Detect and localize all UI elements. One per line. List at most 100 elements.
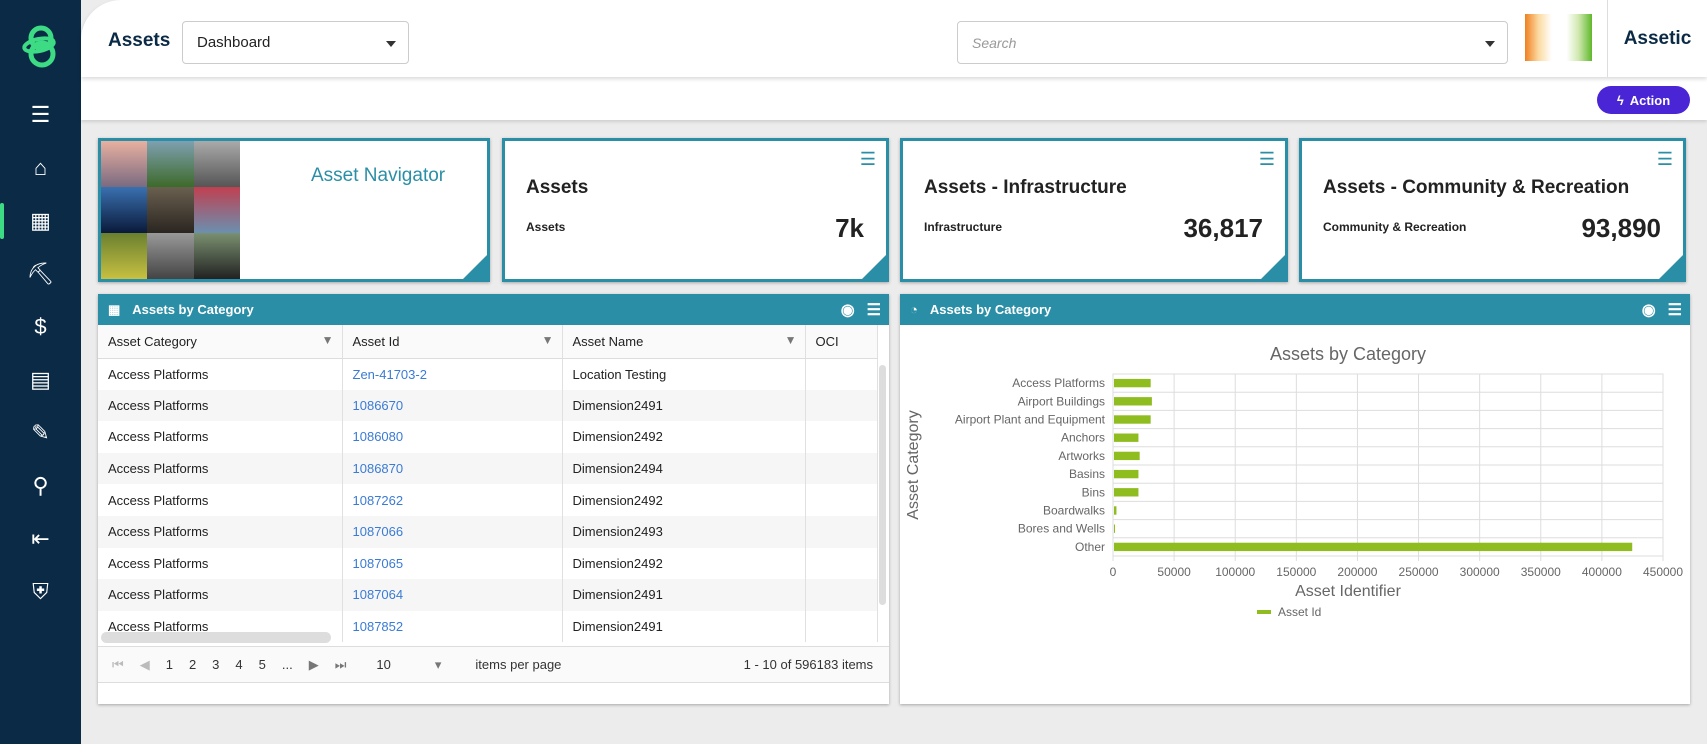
table-row[interactable]: Access Platforms 1086870 Dimension2494 [98,452,878,485]
card-subtitle: Assets [526,220,566,234]
filter-icon[interactable]: ▼ [784,333,797,347]
eye-icon[interactable]: ◉ [1641,302,1656,319]
asset-id-link[interactable]: 1087065 [352,555,404,571]
table-cell: Access Platforms [98,515,343,548]
hamburger-icon[interactable]: ☰ [1656,149,1673,169]
first-page-icon[interactable]: ⏮ [112,656,124,672]
search-input[interactable]: Search [957,21,1508,64]
column-header[interactable]: Asset Category ▼ [98,325,343,359]
x-tick-label: 450000 [1643,565,1683,579]
x-tick-label: 150000 [1276,565,1316,579]
asset-id-link[interactable]: 1086870 [352,461,404,477]
table-row[interactable]: Access Platforms 1086080 Dimension2492 [98,421,878,453]
table-row[interactable]: Access Platforms 1087065 Dimension2492 [98,547,878,580]
column-header[interactable]: Asset Name ▼ [562,325,806,359]
corner-decoration [1261,255,1285,279]
table-row[interactable]: Access Platforms 1087066 Dimension2493 [98,515,878,548]
column-header[interactable]: Asset Id ▼ [342,325,563,359]
table-cell [805,610,878,643]
asset-id-link[interactable]: 1086080 [352,429,404,445]
pie-chart-icon: ◔ [910,302,918,317]
eye-icon[interactable]: ◉ [840,302,855,319]
action-label: Action [1629,92,1671,108]
page-link[interactable]: 1 [165,657,173,672]
search-icon[interactable]: ⚲ [32,473,49,498]
x-tick-label: 250000 [1399,565,1439,579]
table-row[interactable]: Access Platforms 1086670 Dimension2491 [98,389,878,422]
table-cell [805,579,878,611]
prev-page-icon[interactable]: ◀ [139,656,150,672]
y-axis-title: Asset Category [905,410,922,519]
table-cell: 1087065 [342,547,563,580]
asset-id-link[interactable]: 1087064 [352,587,404,603]
horizontal-scrollbar[interactable] [101,632,331,643]
bar [1114,397,1152,406]
table-cell: 1087852 [342,610,563,643]
lightning-icon: ϟ [1616,92,1624,108]
edit-clipboard-icon[interactable]: ✎ [31,420,50,445]
action-button[interactable]: ϟ Action [1597,86,1690,114]
y-tick-label: Airport Plant and Equipment [955,413,1106,427]
import-icon[interactable]: ⇤ [31,526,50,551]
page-link[interactable]: 3 [212,657,220,672]
asset-navigator-card[interactable]: Asset Navigator [98,138,490,282]
asset-id-link[interactable]: 1087262 [352,492,404,508]
asset-id-link[interactable]: 1087852 [352,619,404,635]
page-link[interactable]: 2 [188,657,197,672]
x-tick-label: 350000 [1521,565,1561,579]
card-value: 7k [835,213,864,243]
next-page-icon[interactable]: ▶ [308,656,319,672]
last-page-icon[interactable]: ⏭ [334,656,347,672]
card-value: 93,890 [1581,213,1661,243]
page-size-select[interactable]: 10 ▾ [376,657,457,673]
column-label: Asset Id [352,333,400,349]
page-link[interactable]: ... [281,657,293,672]
asset-id-link[interactable]: 1087066 [352,524,404,540]
column-label: Asset Name [572,333,644,349]
hamburger-icon[interactable]: ☰ [866,302,881,319]
filter-icon[interactable]: ▼ [541,333,554,347]
hamburger-icon[interactable]: ☰ [1667,302,1682,319]
finance-icon[interactable]: $ [34,314,47,339]
home-icon[interactable]: ⌂ [33,155,48,180]
table-row[interactable]: Access Platforms Zen-41703-2 Location Test… [98,358,878,390]
vertical-scrollbar[interactable] [879,365,886,605]
assets-table: Asset Category ▼ Asset Id ▼ Asset Name ▼ OC… [98,325,878,643]
hamburger-icon[interactable]: ☰ [1258,149,1275,169]
page-link[interactable]: 4 [235,657,243,672]
bar [1114,506,1117,515]
table-cell: Access Platforms [98,389,343,422]
column-header[interactable]: OCI [805,325,878,359]
client-logo [1525,14,1592,61]
card-title: Assets [526,177,589,198]
asset-id-link[interactable]: 1086670 [352,397,404,413]
y-tick-label: Bins [1082,485,1105,499]
kpi-card-assets[interactable]: ☰ Assets Assets 7k [502,138,889,282]
table-cell: Access Platforms [98,484,343,516]
table-cell: Dimension2494 [562,452,806,485]
card-subtitle: Infrastructure [924,220,1003,234]
table-row[interactable]: Access Platforms 1087064 Dimension2491 [98,579,878,611]
chart-panel: ◔ Assets by Category ◉ ☰ Assets by Categor… [900,294,1690,704]
shield-user-icon[interactable]: ⛨ [32,579,49,604]
caret-down-icon [1485,41,1495,52]
filter-icon[interactable]: ▼ [321,333,334,347]
menu-icon[interactable]: ☰ [30,102,51,127]
asset-id-link[interactable]: Zen-41703-2 [352,366,427,382]
table-cell: Dimension2491 [562,389,806,422]
kpi-card-community[interactable]: ☰ Assets - Community & Recreation Commun… [1299,138,1686,282]
table-cell: 1087066 [342,515,563,548]
hamburger-icon[interactable]: ☰ [859,149,876,169]
page-link[interactable]: 5 [258,657,266,672]
bar [1114,451,1140,461]
legend-label: Asset Id [1278,605,1321,619]
calculator-clipboard-icon[interactable]: ▤ [30,367,51,392]
view-select[interactable]: Dashboard [182,21,409,64]
table-row[interactable]: Access Platforms 1087262 Dimension2492 [98,484,878,516]
card-title: Assets - Community & Recreation [1323,177,1630,198]
x-tick-label: 50000 [1157,565,1191,579]
worker-icon[interactable]: ⛏ [26,261,55,286]
kpi-card-infrastructure[interactable]: ☰ Assets - Infrastructure Infrastructure… [900,138,1288,282]
buildings-icon[interactable]: ▦ [0,199,81,243]
corner-decoration [862,255,886,279]
